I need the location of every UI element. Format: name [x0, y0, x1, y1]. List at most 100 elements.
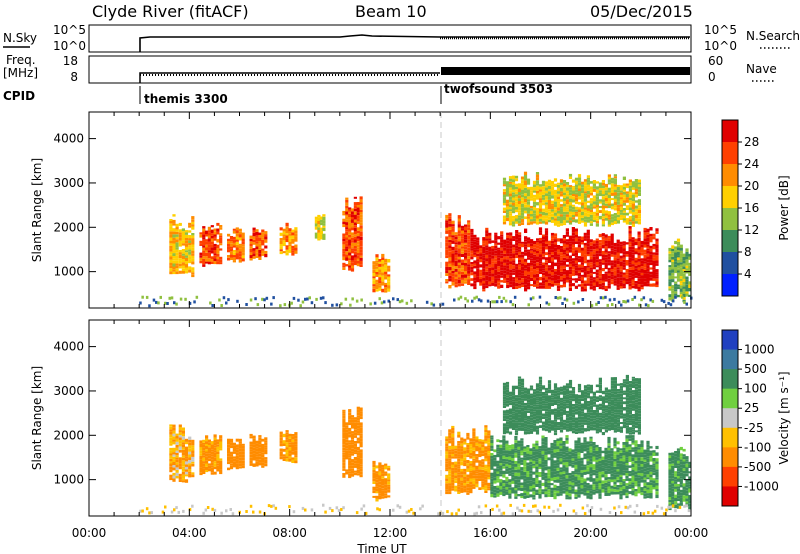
power-cell	[541, 189, 546, 192]
power-cell	[500, 231, 504, 235]
power-cell	[556, 259, 561, 263]
power-cell	[188, 235, 192, 238]
power-cell	[353, 231, 357, 235]
velocity-cell	[475, 445, 479, 448]
power-cell	[625, 185, 629, 189]
power-cell	[628, 207, 632, 211]
power-cell	[565, 204, 570, 208]
velocity-cell	[469, 468, 473, 471]
power-cell	[348, 222, 352, 226]
nsky-trace	[139, 34, 690, 52]
velocity-cell	[550, 471, 554, 475]
power-cell	[532, 197, 537, 200]
velocity-cell	[625, 449, 629, 452]
power-cell	[500, 275, 504, 278]
power-cell	[610, 177, 614, 181]
velocity-cell	[457, 441, 461, 444]
velocity-cell	[556, 459, 560, 463]
velocity-cell	[241, 454, 245, 458]
power-cell	[319, 234, 323, 237]
velocity-cell	[481, 486, 485, 490]
velocity-cell	[610, 479, 614, 483]
power-cell	[562, 214, 567, 217]
velocity-cell	[574, 440, 578, 444]
velocity-cell	[348, 448, 352, 450]
power-cell	[634, 257, 638, 261]
power-cell	[589, 189, 593, 193]
velocity-cell	[490, 481, 494, 485]
velocity-cell	[210, 444, 214, 448]
power-cell	[359, 242, 363, 247]
power-cell	[477, 298, 481, 302]
power-cell	[676, 245, 681, 248]
power-cell	[524, 249, 528, 253]
velocity-cell	[496, 471, 500, 474]
power-cell	[541, 246, 546, 249]
velocity-cell	[478, 453, 482, 458]
power-cell	[628, 221, 632, 225]
velocity-cell	[216, 454, 220, 457]
velocity-cell	[625, 447, 629, 450]
velocity-cell	[595, 447, 599, 451]
power-cell	[210, 225, 214, 228]
power-cell	[238, 251, 242, 254]
power-cell	[205, 241, 209, 245]
velocity-cell	[490, 448, 494, 451]
power-cell	[518, 262, 522, 265]
velocity-cell	[643, 466, 647, 469]
power-cell	[482, 283, 486, 286]
power-cell	[514, 201, 519, 204]
power-cell	[688, 256, 692, 260]
power-cell	[518, 243, 522, 247]
power-cell	[679, 281, 683, 284]
velocity-cell	[475, 465, 479, 470]
power-cell	[562, 186, 567, 189]
power-cell	[282, 242, 286, 247]
power-cell	[568, 176, 573, 179]
velocity-cell	[288, 450, 292, 454]
power-cell	[448, 229, 452, 233]
velocity-cell	[526, 465, 530, 469]
power-cell	[232, 257, 236, 261]
velocity-cell	[508, 465, 512, 468]
power-cell	[473, 280, 477, 284]
velocity-cell	[607, 453, 611, 456]
velocity-cell	[559, 440, 563, 444]
velocity-cell	[472, 470, 476, 473]
velocity-cell	[535, 457, 539, 460]
power-cell	[631, 206, 635, 210]
power-cell	[547, 260, 552, 263]
velocity-cell	[252, 438, 256, 442]
velocity-cell	[541, 461, 545, 465]
velocity-cell	[616, 492, 620, 495]
velocity-cell	[625, 478, 629, 481]
power-cell	[375, 257, 379, 261]
velocity-cell	[529, 466, 533, 471]
power-cell	[679, 262, 683, 265]
power-cell	[514, 218, 519, 222]
power-cell	[227, 255, 231, 258]
velocity-cell	[538, 480, 542, 484]
velocity-cell	[607, 468, 611, 472]
power-cell	[353, 227, 357, 232]
velocity-cell	[547, 457, 551, 461]
velocity-cell	[643, 474, 647, 478]
power-cell	[353, 205, 357, 209]
velocity-cell	[384, 471, 388, 474]
velocity-cell	[205, 463, 209, 467]
power-cell	[476, 268, 480, 272]
power-cell	[638, 303, 641, 307]
power-cell	[646, 262, 650, 266]
power-cell	[547, 240, 552, 244]
velocity-cell	[610, 460, 614, 464]
velocity-cell	[592, 491, 596, 495]
velocity-cell	[634, 477, 638, 481]
power-cell	[375, 260, 379, 263]
velocity-cell	[255, 456, 259, 460]
power-cell	[604, 246, 608, 250]
power-cell	[533, 274, 537, 278]
velocity-cell	[460, 458, 464, 462]
velocity-cell	[469, 470, 473, 473]
power-cell	[652, 252, 656, 255]
power-cell	[517, 204, 522, 208]
